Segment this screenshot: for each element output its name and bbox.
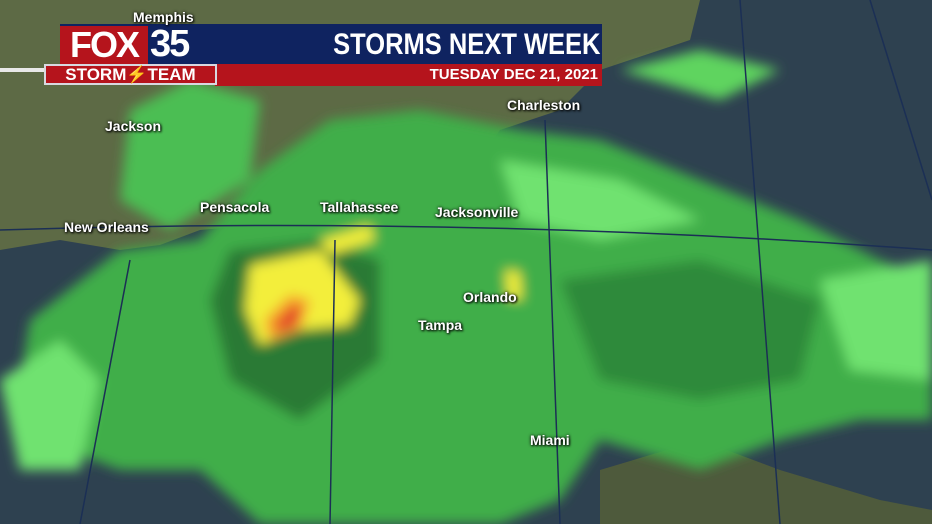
city-label: Miami [530, 432, 570, 448]
city-label: Tampa [418, 317, 463, 333]
title-bar [60, 24, 602, 64]
city-label: Memphis [133, 9, 194, 25]
channel-number: 35 [150, 23, 190, 65]
city-label: New Orleans [64, 219, 149, 235]
city-label: Jacksonville [435, 204, 519, 220]
storm-team-logo: STORM⚡TEAM [44, 64, 217, 85]
fox-logo: FOX [60, 26, 148, 64]
radar-precip [0, 50, 932, 524]
city-label: Tallahassee [320, 199, 399, 215]
headline: STORMS NEXT WEEK [332, 28, 600, 61]
date-bar [215, 64, 602, 86]
city-label: Orlando [463, 289, 517, 305]
date-label: TUESDAY DEC 21, 2021 [429, 66, 598, 83]
header-accent-line [0, 68, 44, 72]
city-label: Charleston [507, 97, 581, 113]
city-label: Jackson [105, 118, 162, 134]
city-label: Pensacola [200, 199, 270, 215]
